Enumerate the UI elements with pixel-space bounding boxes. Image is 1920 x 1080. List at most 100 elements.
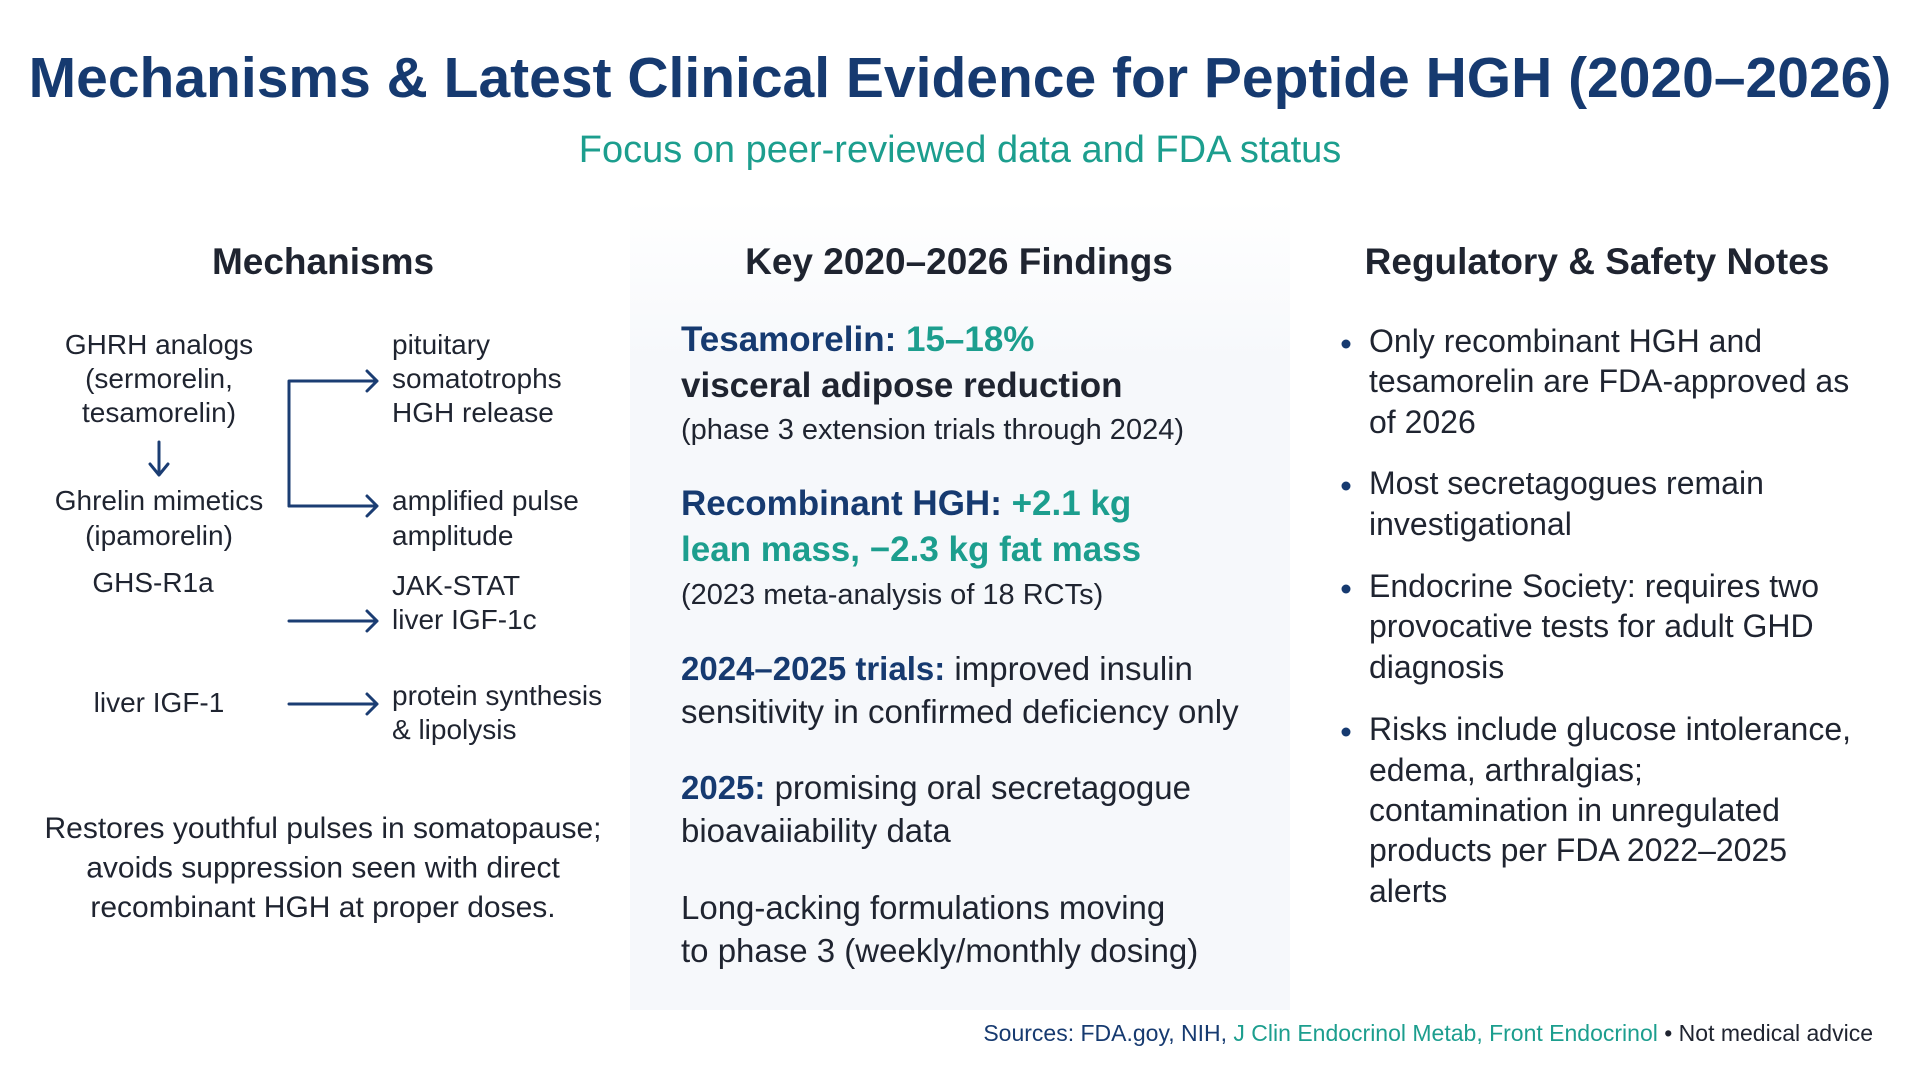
arrow	[287, 494, 379, 518]
mechanism-source: (ipamorelin)	[85, 520, 233, 551]
bullet-line: edema, arthralgias;	[1369, 752, 1643, 788]
mechanism-effect: & lipolysis	[392, 714, 516, 745]
mechanism-source: GHRH analogs	[65, 329, 253, 360]
bullet-line: Most secretagogues remain	[1369, 465, 1764, 501]
mechanism-source-part: tesamorelin)	[82, 397, 236, 428]
mechanism-source: Ghrelin mimetics	[55, 485, 263, 516]
finding-line: Long-acking formulations moving	[681, 889, 1165, 926]
mechanism-effect-part: amplitude	[392, 520, 513, 551]
bullet-line-part: of 2026	[1369, 404, 1476, 440]
arrow	[287, 609, 379, 633]
finding-line-part: promising oral secretagogue	[775, 769, 1191, 806]
mechanism-effect: protein synthesis	[392, 680, 602, 711]
finding-line-part: +2.1 kg	[1012, 484, 1132, 523]
finding-line: to phase 3 (weekly/monthly dosing)	[681, 932, 1198, 969]
bullet-line: tesamorelin are FDA-approved as	[1369, 363, 1849, 399]
finding-line-part: Long-acking formulations moving	[681, 889, 1165, 926]
column-heading-part: Key 2020–2026 Findings	[745, 241, 1173, 282]
finding-line-part: sensitivity in confirmed deficiency only	[681, 693, 1239, 730]
bullet-line-part: tesamorelin are FDA-approved as	[1369, 363, 1849, 399]
finding-line: (2023 meta-analysis of 18 RCTs)	[681, 579, 1103, 611]
mechanism-summary-part: Restores youthful pulses in somatopause;	[45, 812, 602, 845]
footer-part: Sources: FDA.goy, NIH,	[983, 1020, 1227, 1046]
mechanism-effect: JAK-STAT	[392, 570, 520, 601]
mechanism-effect-part: HGH release	[392, 397, 554, 428]
mechanism-arrows	[148, 369, 379, 716]
finding-line-part: 15–18%	[906, 320, 1034, 359]
mechanism-effect-part: JAK-STAT	[392, 570, 520, 601]
bullet-line: Risks include glucose intolerance,	[1369, 711, 1851, 747]
mechanism-source-part: (sermorelin,	[85, 363, 233, 394]
title: Mechanisms & Latest Clinical Evidence fo…	[29, 46, 1892, 110]
footer-part: J Clin Endocrinol Metab, Front Endocrino…	[1233, 1020, 1657, 1046]
mechanism-source-part: GHRH analogs	[65, 329, 253, 360]
title-part: Mechanisms & Latest Clinical Evidence fo…	[29, 46, 1892, 110]
bullet-line-part: Most secretagogues remain	[1369, 465, 1764, 501]
mechanism-source: GHS-R1a	[92, 567, 214, 598]
bracket-arrow	[287, 369, 379, 508]
finding-line-part: 2024–2025 trials:	[681, 650, 945, 687]
finding-line-part: to phase 3 (weekly/monthly dosing)	[681, 932, 1198, 969]
subtitle: Focus on peer-reviewed data and FDA stat…	[579, 129, 1342, 171]
finding-line: 2025: promising oral secretagogue	[681, 769, 1191, 806]
finding-line: (phase 3 extension trials through 2024)	[681, 414, 1184, 446]
mechanism-effect: amplitude	[392, 520, 513, 551]
bullet-dot	[1341, 339, 1351, 349]
finding-line-part: (2023 meta-analysis of 18 RCTs)	[681, 579, 1103, 611]
bullet-line-part: investigational	[1369, 506, 1572, 542]
bullet-line: investigational	[1369, 506, 1572, 542]
center-panel	[630, 200, 1290, 1010]
column-heading-part: Regulatory & Safety Notes	[1365, 241, 1830, 282]
bullet-line: contamination in unregulated	[1369, 792, 1780, 828]
bullet-line: products per FDA 2022–2025	[1369, 832, 1787, 868]
down-arrow	[148, 440, 170, 477]
finding-line-part: improved insulin	[954, 650, 1192, 687]
mechanism-source: (sermorelin,	[85, 363, 233, 394]
bullet-line: provocative tests for adult GHD	[1369, 608, 1814, 644]
mechanism-summary-part: recombinant HGH at proper doses.	[90, 891, 555, 924]
mechanism-effect-part: protein synthesis	[392, 680, 602, 711]
column-heading: Regulatory & Safety Notes	[1365, 241, 1830, 282]
bullet-line: Endocrine Society: requires two	[1369, 568, 1819, 604]
mechanism-effect: liver IGF-1c	[392, 604, 537, 635]
finding-line: Tesamorelin: 15–18%	[681, 320, 1034, 359]
mechanism-source: liver IGF-1	[94, 687, 225, 718]
bullet-line-part: Only recombinant HGH and	[1369, 323, 1762, 359]
mechanism-effect: somatotrophs	[392, 363, 562, 394]
mechanism-source-part: GHS-R1a	[92, 567, 214, 598]
finding-line: Recombinant HGH: +2.1 kg	[681, 484, 1131, 523]
column-heading: Key 2020–2026 Findings	[745, 241, 1173, 282]
finding-line-part: lean mass, −2.3 kg fat mass	[681, 530, 1141, 569]
bullet-line-part: Endocrine Society: requires two	[1369, 568, 1819, 604]
mechanism-effect-part: & lipolysis	[392, 714, 516, 745]
finding-line: bioavaiiability data	[681, 812, 951, 849]
mechanism-summary: recombinant HGH at proper doses.	[90, 891, 555, 924]
mechanism-source-part: liver IGF-1	[94, 687, 225, 718]
finding-line: visceral adipose reduction	[681, 366, 1123, 405]
arrow	[287, 692, 379, 716]
finding-line-part: 2025:	[681, 769, 765, 806]
finding-line-part: bioavaiiability data	[681, 812, 951, 849]
mechanism-source: tesamorelin)	[82, 397, 236, 428]
bullet-dot	[1341, 481, 1351, 491]
mechanism-source-part: (ipamorelin)	[85, 520, 233, 551]
bullet-dot	[1341, 584, 1351, 594]
finding-line-part: visceral adipose reduction	[681, 366, 1123, 405]
mechanism-summary-part: avoids suppression seen with direct	[86, 851, 560, 884]
bullet-line: Only recombinant HGH and	[1369, 323, 1762, 359]
mechanism-effect-part: somatotrophs	[392, 363, 562, 394]
mechanism-effect-part: liver IGF-1c	[392, 604, 537, 635]
bullet-line-part: diagnosis	[1369, 649, 1504, 685]
bullet-line: diagnosis	[1369, 649, 1504, 685]
finding-line-part: Recombinant HGH:	[681, 484, 1002, 523]
column-heading: Mechanisms	[212, 241, 434, 282]
mechanism-effect: pituitary	[392, 329, 490, 360]
mechanism-effect: HGH release	[392, 397, 554, 428]
bullet-line: of 2026	[1369, 404, 1476, 440]
bullet-line-part: contamination in unregulated	[1369, 792, 1780, 828]
bullet-line-part: alerts	[1369, 873, 1447, 909]
mechanism-summary: avoids suppression seen with direct	[86, 851, 560, 884]
bullet-line: alerts	[1369, 873, 1447, 909]
